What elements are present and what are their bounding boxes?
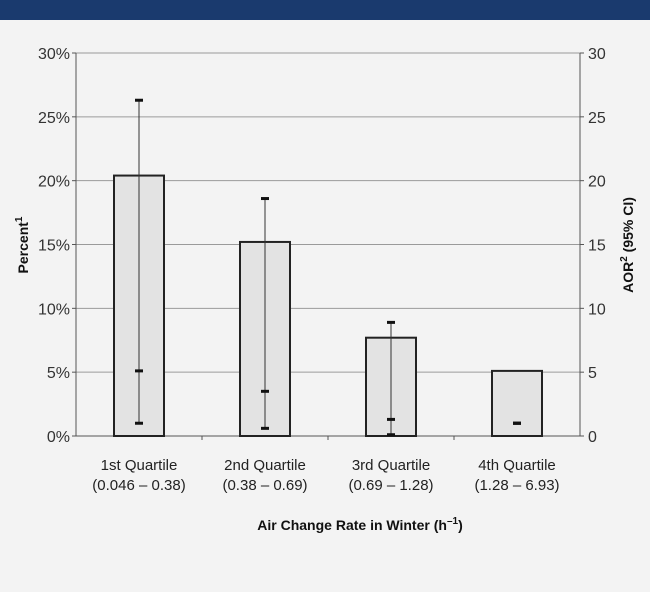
y-tick-label-right: 15 <box>588 238 606 255</box>
y-tick-label-right: 10 <box>588 301 606 318</box>
y-tick-label-left: 5% <box>47 365 70 382</box>
x-category-range: (1.28 – 6.93) <box>474 477 559 494</box>
x-category-range: (0.046 – 0.38) <box>92 477 185 494</box>
y-axis-right-label: AOR2 (95% CI) <box>619 197 636 293</box>
y-tick-label-left: 10% <box>38 301 70 318</box>
y-tick-label-left: 0% <box>47 429 70 446</box>
y-tick-label-right: 30 <box>588 46 606 63</box>
bar <box>491 369 543 438</box>
y-tick-label-right: 5 <box>588 365 597 382</box>
x-category-label: 3rd Quartile <box>352 457 430 474</box>
y-tick-label-left: 25% <box>38 110 70 127</box>
x-category-range: (0.69 – 1.28) <box>348 477 433 494</box>
error-bars <box>135 98 521 437</box>
bars <box>113 174 543 438</box>
x-axis-label: Air Change Rate in Winter (h–1) <box>257 516 462 533</box>
y-axis-left-ticks: 0% 5% 10% 15% 20% 25% 30% <box>38 46 76 446</box>
y-tick-label-right: 0 <box>588 429 597 446</box>
x-axis-categories: 1st Quartile (0.046 – 0.38) 2nd Quartile (0… <box>92 457 559 494</box>
chart-panel <box>0 20 650 592</box>
y-axis-left-label: Percent1 <box>14 216 31 273</box>
x-category-label: 1st Quartile <box>101 457 178 474</box>
y-tick-label-left: 30% <box>38 46 70 63</box>
x-category-range: (0.38 – 0.69) <box>222 477 307 494</box>
x-category-label: 2nd Quartile <box>224 457 306 474</box>
y-tick-label-left: 20% <box>38 174 70 191</box>
y-axis-right-ticks: 0 5 10 15 20 25 30 <box>580 46 606 446</box>
y-tick-label-left: 15% <box>38 238 70 255</box>
x-category-label: 4th Quartile <box>478 457 556 474</box>
header-bar <box>0 0 650 20</box>
y-tick-label-right: 25 <box>588 110 606 127</box>
y-tick-label-right: 20 <box>588 174 606 191</box>
